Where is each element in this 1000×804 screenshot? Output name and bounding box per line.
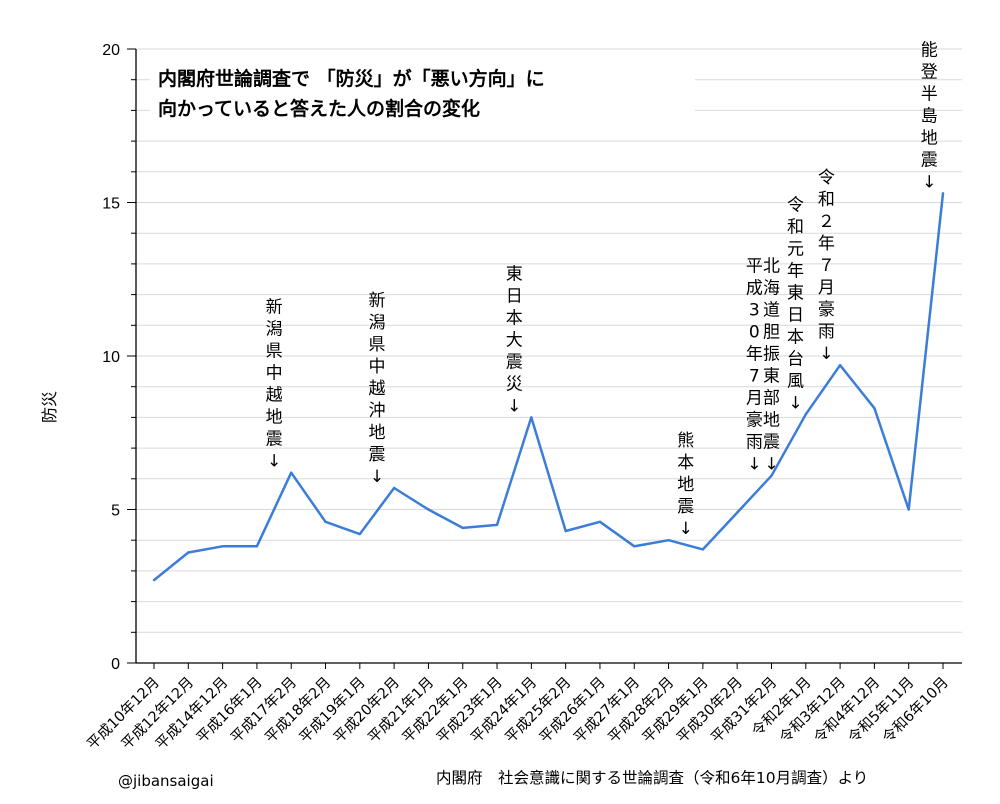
chart-title-line-1: 内閣府世論調査で 「防災」が「悪い方向」に	[158, 68, 545, 90]
data-point	[152, 578, 156, 582]
event-annotation: 北海道胆振東部地震↓	[763, 257, 780, 475]
data-point	[873, 406, 876, 410]
data-point	[804, 413, 807, 416]
y-axis-label: 防災	[40, 391, 59, 424]
data-point	[530, 416, 533, 419]
data-point	[358, 532, 362, 536]
data-point	[495, 523, 499, 527]
data-point	[221, 545, 224, 548]
event-annotation: 新潟県中越沖地震↓	[368, 291, 385, 487]
event-annotation: 平成 3 0 年 7 月豪雨↓	[746, 257, 763, 475]
y-tick-label: 5	[111, 503, 120, 520]
chart-title-box: 内閣府世論調査で 「防災」が「悪い方向」に 向かっていると答えた人の割合の変化	[150, 58, 695, 124]
series-line	[153, 193, 945, 582]
y-tick-label: 15	[102, 196, 120, 213]
data-point	[427, 508, 430, 511]
data-point	[667, 539, 670, 542]
data-point	[941, 192, 945, 195]
data-point	[598, 520, 602, 523]
event-annotation: 能登半島地震↓	[921, 40, 938, 192]
data-point	[770, 474, 773, 477]
data-point	[290, 471, 293, 474]
data-point	[461, 526, 464, 530]
y-tick-label: 10	[102, 349, 120, 366]
data-point	[324, 520, 327, 523]
chart-title-line-2: 向かっていると答えた人の割合の変化	[158, 98, 481, 120]
event-annotation: 熊本地震↓	[677, 431, 694, 539]
event-annotation: 東日本大震災↓	[506, 264, 523, 416]
data-point	[735, 511, 739, 514]
data-point	[187, 551, 190, 554]
data-point	[564, 529, 567, 533]
data-point	[255, 545, 259, 548]
data-point	[392, 486, 396, 490]
y-tick-label: 20	[102, 42, 120, 59]
data-point	[838, 364, 842, 367]
event-annotation: 令和２年７月豪雨↓	[818, 168, 835, 364]
event-annotation: 新潟県中越地震↓	[266, 298, 283, 472]
credit-text: @jibansaigai	[118, 772, 214, 790]
event-annotation: 令和元年東日本台風↓	[787, 195, 804, 413]
data-point	[633, 545, 636, 548]
y-tick-label: 0	[111, 656, 120, 673]
source-text: 内閣府 社会意識に関する世論調査（令和6年10月調査）より	[436, 769, 869, 787]
data-point	[907, 508, 910, 511]
data-point	[701, 548, 705, 551]
